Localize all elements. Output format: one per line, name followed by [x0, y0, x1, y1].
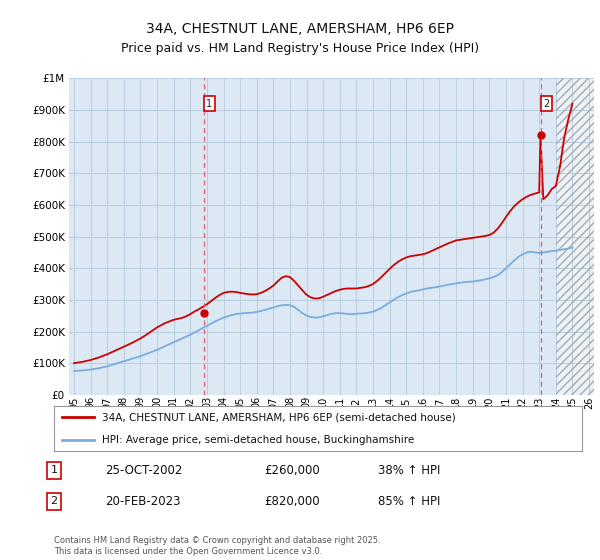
Bar	[556, 78, 594, 395]
Text: 2: 2	[50, 496, 58, 506]
Text: 1: 1	[50, 465, 58, 475]
Text: 1: 1	[206, 99, 212, 109]
Text: Price paid vs. HM Land Registry's House Price Index (HPI): Price paid vs. HM Land Registry's House …	[121, 42, 479, 55]
Text: 85% ↑ HPI: 85% ↑ HPI	[378, 494, 440, 508]
Text: HPI: Average price, semi-detached house, Buckinghamshire: HPI: Average price, semi-detached house,…	[101, 435, 414, 445]
Text: £260,000: £260,000	[264, 464, 320, 477]
Text: 2: 2	[544, 99, 550, 109]
Bar	[556, 78, 594, 395]
Text: 34A, CHESTNUT LANE, AMERSHAM, HP6 6EP (semi-detached house): 34A, CHESTNUT LANE, AMERSHAM, HP6 6EP (s…	[101, 412, 455, 422]
Text: £820,000: £820,000	[264, 494, 320, 508]
Text: 20-FEB-2023: 20-FEB-2023	[105, 494, 181, 508]
Text: 25-OCT-2002: 25-OCT-2002	[105, 464, 182, 477]
Text: 34A, CHESTNUT LANE, AMERSHAM, HP6 6EP: 34A, CHESTNUT LANE, AMERSHAM, HP6 6EP	[146, 22, 454, 36]
Text: Contains HM Land Registry data © Crown copyright and database right 2025.
This d: Contains HM Land Registry data © Crown c…	[54, 536, 380, 556]
Text: 38% ↑ HPI: 38% ↑ HPI	[378, 464, 440, 477]
